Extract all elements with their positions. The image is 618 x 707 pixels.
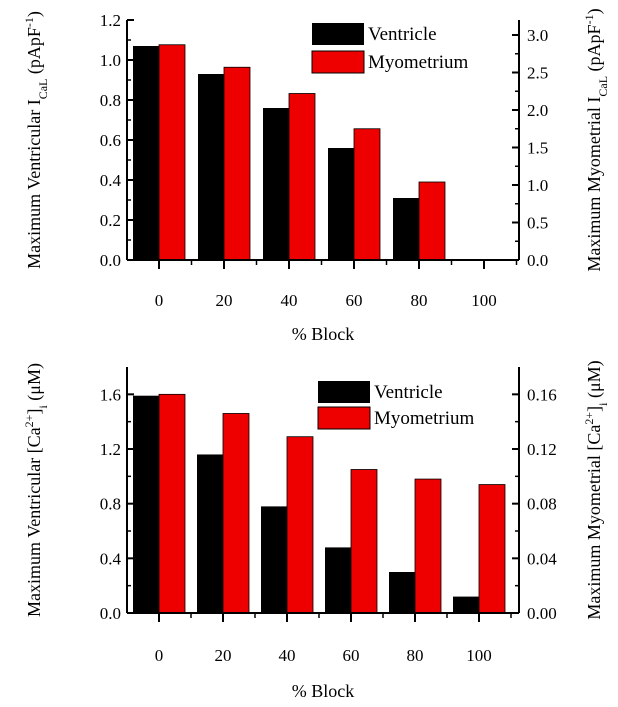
x-tick-label: 0	[155, 646, 164, 665]
chart-calcium: 0.0 0.4 0.8 1.2 1.6 0.00 0.04 0.08 0.12 0.16 0 20 40…	[22, 360, 610, 701]
left-tick-label: 0.0	[100, 604, 121, 623]
bar-ventricle-60	[328, 148, 354, 260]
right-tick-label: 2.0	[527, 101, 548, 120]
bar-ventricle-20	[198, 74, 224, 260]
left-tick-label: 0.6	[100, 131, 121, 150]
bar-myometrium-0	[158, 44, 186, 261]
left-tick-label: 0.0	[100, 251, 121, 270]
bar-myometrium-20	[223, 66, 251, 261]
bar-myometrium-0	[158, 393, 186, 614]
left-tick-label: 0.8	[100, 495, 121, 514]
bar-ventricle-40	[263, 108, 289, 260]
bar-myometrium-40	[288, 93, 316, 261]
legend-swatch-myometrium	[317, 406, 371, 430]
left-axis-title: Maximum Ventricular ICaL (pApF-1)	[22, 11, 50, 269]
x-tick-label: 40	[281, 291, 298, 310]
legend-label-ventricle: Ventricle	[374, 382, 443, 403]
bar-ventricle-0	[133, 395, 159, 613]
x-axis-title: % Block	[292, 681, 355, 701]
legend-label-myometrium: Myometrium	[368, 52, 468, 73]
right-tick-label: 1.5	[527, 139, 548, 158]
legend-label-myometrium: Myometrium	[374, 408, 474, 429]
x-tick-label: 100	[466, 646, 492, 665]
x-tick-label: 80	[411, 291, 428, 310]
bar-ventricle-0	[133, 46, 159, 260]
legend-swatch-ventricle	[312, 23, 364, 45]
legend-label-ventricle: Ventricle	[368, 24, 437, 45]
x-tick-label: 60	[346, 291, 363, 310]
right-tick-label: 0.04	[527, 549, 557, 568]
bar-myometrium-100	[478, 484, 506, 614]
right-tick-label: 0.12	[527, 440, 557, 459]
left-tick-label: 1.6	[100, 385, 121, 404]
bar-ventricle-40	[261, 506, 287, 613]
bar-myometrium-80	[418, 181, 446, 261]
left-tick-label: 1.2	[100, 440, 121, 459]
bar-ventricle-20	[197, 454, 223, 613]
legend-swatch-myometrium	[311, 50, 365, 74]
left-tick-label: 0.4	[100, 171, 122, 190]
right-axis-title: Maximum Myometrial ICaL (pApF-1)	[582, 8, 610, 271]
right-tick-label: 1.0	[527, 176, 548, 195]
bar-ventricle-60	[325, 547, 351, 613]
x-tick-label: 100	[471, 291, 497, 310]
legend-swatch-ventricle	[318, 381, 370, 403]
left-tick-label: 1.2	[100, 11, 121, 30]
right-tick-label: 0.16	[527, 385, 557, 404]
right-axis-title: Maximum Myometrial [Ca2+]i (μM)	[582, 360, 610, 619]
right-tick-label: 0.00	[527, 604, 557, 623]
chart-ical: 0.0 0.2 0.4 0.6 0.8 1.0 1.2 0.0 0.5 1.0 1.5 2.0 2.5 3…	[22, 8, 610, 344]
bar-ventricle-80	[393, 198, 419, 260]
right-tick-label: 2.5	[527, 64, 548, 83]
bar-ventricle-80	[389, 572, 415, 613]
left-tick-label: 0.2	[100, 211, 121, 230]
x-axis-title: % Block	[292, 324, 355, 344]
right-tick-label: 0.5	[527, 214, 548, 233]
left-tick-label: 0.4	[100, 549, 122, 568]
bar-myometrium-40	[286, 436, 314, 614]
right-tick-label: 3.0	[527, 26, 548, 45]
x-tick-label: 20	[216, 291, 233, 310]
x-tick-label: 20	[215, 646, 232, 665]
x-tick-label: 60	[343, 646, 360, 665]
x-tick-label: 40	[279, 646, 296, 665]
x-tick-label: 0	[155, 291, 164, 310]
right-tick-label: 0.08	[527, 495, 557, 514]
bar-myometrium-60	[353, 128, 381, 261]
bar-myometrium-60	[350, 469, 378, 614]
bar-myometrium-20	[222, 413, 250, 614]
x-tick-label: 80	[407, 646, 424, 665]
bar-myometrium-80	[414, 478, 442, 614]
left-tick-label: 0.8	[100, 91, 121, 110]
left-tick-label: 1.0	[100, 51, 121, 70]
left-axis-title: Maximum Ventricular [Ca2+]i (μM)	[22, 363, 50, 617]
right-tick-label: 0.0	[527, 251, 548, 270]
bar-ventricle-100	[453, 596, 479, 613]
